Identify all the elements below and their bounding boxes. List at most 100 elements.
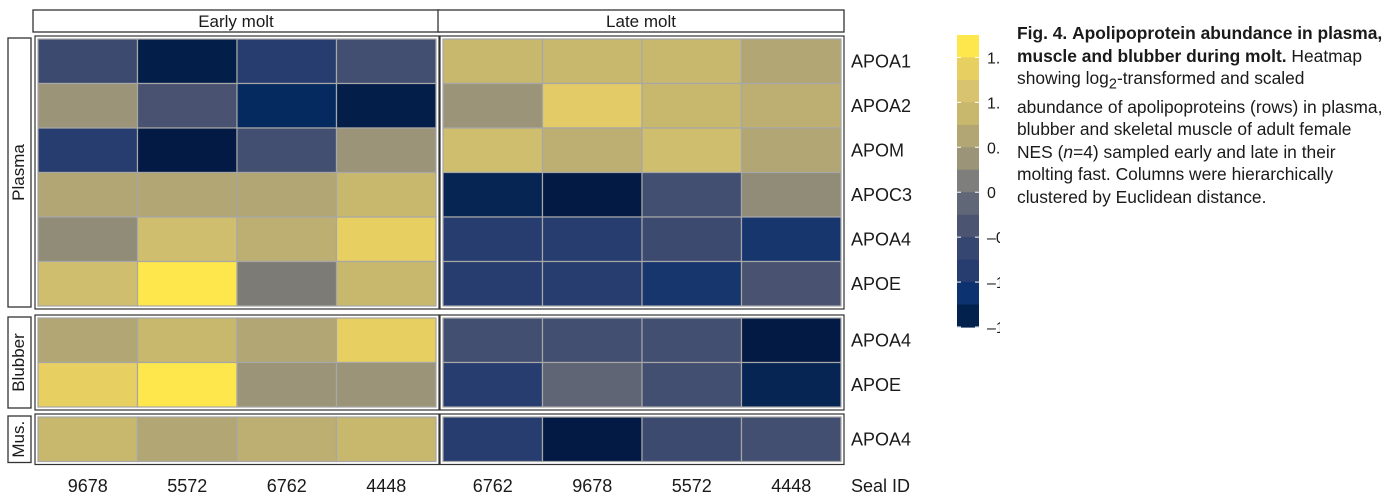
row-group-label: Blubber [9, 333, 28, 392]
heatmap-cell [740, 416, 842, 463]
row-label: APOA1 [851, 51, 911, 71]
caption-n-symbol: n [1063, 141, 1074, 162]
heatmap-cell [641, 260, 743, 307]
heatmap-cell [541, 82, 643, 129]
heatmap-cell [541, 260, 643, 307]
legend-color-bin [957, 237, 979, 261]
heatmap-cell [37, 416, 139, 463]
heatmap-cell [541, 127, 643, 174]
heatmap-cell [136, 82, 238, 129]
column-group-headers: Early molt Late molt [32, 9, 845, 33]
heatmap-cell [37, 82, 139, 129]
legend-color-bin [957, 259, 979, 283]
heatmap-cell [740, 171, 842, 218]
heatmap-cell [236, 260, 338, 307]
heatmap-cell [740, 260, 842, 307]
legend-tick-label: 0 [987, 185, 996, 202]
heatmap-cell [641, 361, 743, 408]
legend-tick-label: –0.5 [987, 230, 1000, 247]
row-label: APOA4 [851, 330, 911, 350]
legend-color-bin [957, 35, 979, 59]
column-label: 9678 [572, 476, 612, 496]
row-group-label: Plasma [9, 144, 28, 201]
heatmap-cell [641, 127, 743, 174]
caption-body-3: =4) sampled early and late in their molt… [1017, 141, 1336, 207]
color-legend: 1.5 1.0 0.5 0 –0.5 –1.0 –1.5 [957, 35, 1000, 337]
heatmap-cell [740, 127, 842, 174]
column-group-box [437, 9, 845, 33]
heatmap-cell [442, 171, 544, 218]
heatmap-cell [236, 127, 338, 174]
row-group-box [7, 415, 32, 464]
figure-caption: Fig. 4. Apolipoprotein abundance in plas… [1017, 22, 1387, 208]
legend-color-bin [957, 102, 979, 126]
panel-frame [34, 35, 440, 310]
heatmap-cell [236, 317, 338, 364]
heatmap-cell [136, 216, 238, 263]
legend-tick-label: 1.0 [987, 95, 1000, 112]
row-label: APOE [851, 274, 901, 294]
heatmap-cell [442, 416, 544, 463]
caption-fig-label: Fig. 4. [1017, 23, 1068, 43]
heatmap-cell [335, 260, 437, 307]
row-labels: APOA1 APOA2 APOM APOC3 APOA4 APOE APOA4 APOE APO… [851, 51, 912, 449]
legend-color-bin [957, 57, 979, 81]
legend-tick-label: –1.0 [987, 275, 1000, 292]
legend-color-bin [957, 282, 979, 306]
heatmap-cell [442, 361, 544, 408]
caption-title: Apolipoprotein abundance in plasma, musc… [1017, 23, 1383, 66]
column-group-label: Late molt [606, 12, 676, 31]
row-group-strips: Plasma Blubber Mus. [7, 37, 32, 464]
legend-color-bin [957, 124, 979, 148]
legend-color-bin [957, 304, 979, 328]
heatmap-cell [740, 38, 842, 85]
heatmap-cell [335, 317, 437, 364]
heatmap-cell [335, 361, 437, 408]
legend-tick-label: 0.5 [987, 140, 1000, 157]
heatmap-cell [37, 127, 139, 174]
heatmap-cell [641, 171, 743, 218]
legend-color-bin [957, 192, 979, 216]
heatmap-cell [136, 171, 238, 218]
caption-body-1: Heatmap showing log [1017, 45, 1362, 89]
column-label: 6762 [267, 476, 307, 496]
heatmap-cells [34, 35, 845, 466]
row-label: APOA2 [851, 96, 911, 116]
heatmap-cell [136, 260, 238, 307]
column-label: 5572 [167, 476, 207, 496]
caption-subscript: 2 [1108, 76, 1117, 93]
heatmap-cell [136, 416, 238, 463]
panel-frame [439, 314, 845, 411]
heatmap-cell [236, 82, 338, 129]
heatmap-cell [442, 127, 544, 174]
row-group-box [7, 37, 32, 308]
heatmap-cell [236, 216, 338, 263]
heatmap-cell [641, 317, 743, 364]
heatmap-cell [37, 171, 139, 218]
heatmap-cell [37, 38, 139, 85]
column-label: 9678 [68, 476, 108, 496]
heatmap-cell [541, 216, 643, 263]
column-group-label: Early molt [198, 12, 274, 31]
panel-frame [439, 35, 845, 310]
column-labels: 9678 5572 6762 4448 6762 9678 5572 4448 Seal ID [68, 476, 910, 496]
panel-frame [34, 413, 440, 466]
heatmap-cell [136, 127, 238, 174]
row-label: APOC3 [851, 185, 912, 205]
heatmap-cell [442, 216, 544, 263]
panel-frame [34, 314, 440, 411]
heatmap-cell [740, 82, 842, 129]
legend-tick-label: 1.5 [987, 50, 1000, 67]
legend-color-bin [957, 169, 979, 193]
heatmap-cell [37, 260, 139, 307]
caption-body-2: -transformed and scaled abundance of apo… [1017, 68, 1383, 162]
heatmap-cell [335, 216, 437, 263]
heatmap-cell [740, 361, 842, 408]
heatmap-cell [136, 361, 238, 408]
row-label: APOM [851, 140, 904, 160]
row-group-box [7, 316, 32, 409]
row-label: APOE [851, 375, 901, 395]
legend-color-bin [957, 214, 979, 238]
heatmap-cell [541, 38, 643, 85]
heatmap-cell [442, 38, 544, 85]
